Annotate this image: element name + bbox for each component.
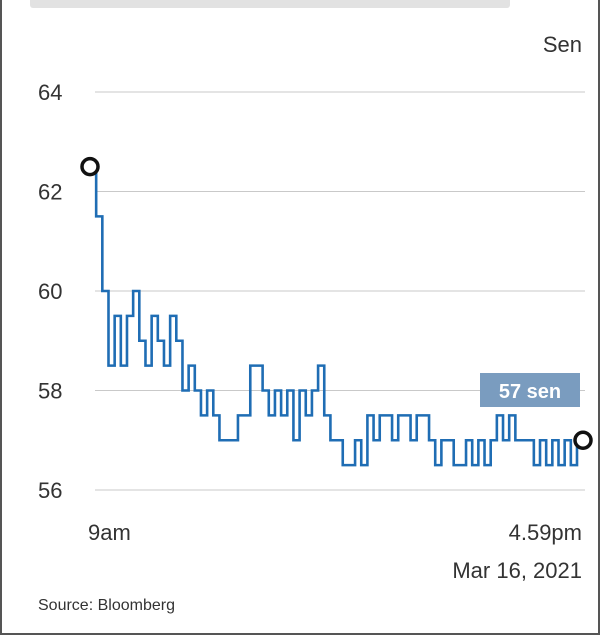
source-note: Source: Bloomberg (38, 597, 175, 614)
price-line (90, 165, 579, 467)
y-tick-label: 58 (38, 379, 62, 404)
y-tick-label: 62 (38, 180, 62, 205)
y-tick-labels: 64 62 60 58 56 (38, 80, 62, 503)
gridlines (95, 91, 585, 491)
start-point-marker (80, 156, 100, 177)
y-tick-label: 60 (38, 279, 62, 304)
date-label: Mar 16, 2021 (452, 558, 582, 583)
y-tick-label: 64 (38, 80, 62, 105)
x-start-label: 9am (88, 520, 131, 545)
end-point-marker (573, 430, 593, 450)
y-tick-label: 56 (38, 478, 62, 503)
header-remnant (30, 0, 510, 8)
last-value-label: 57 sen (499, 381, 561, 403)
unit-label: Sen (543, 32, 582, 57)
x-end-label: 4.59pm (509, 520, 582, 545)
last-value-badge (480, 373, 580, 407)
